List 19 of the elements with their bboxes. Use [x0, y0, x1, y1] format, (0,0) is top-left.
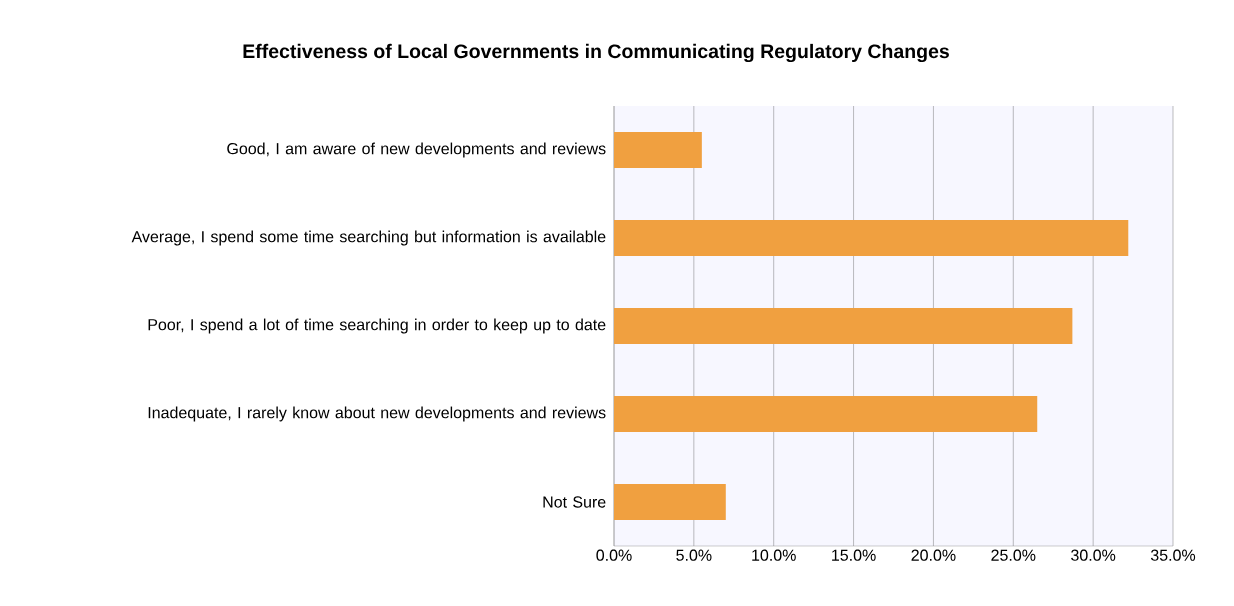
x-tick-label: 35.0%: [1150, 549, 1196, 561]
y-tick-label: Inadequate, I rarely know about new developments and reviews: [148, 406, 606, 422]
x-tick-label: 20.0%: [911, 549, 956, 561]
x-tick-label: 30.0%: [1071, 549, 1116, 561]
bar: [614, 484, 726, 521]
bar: [614, 308, 1073, 345]
bar: [614, 396, 1038, 433]
bar: [614, 132, 702, 169]
x-tick-label: 0.0%: [596, 549, 632, 561]
chart-title: Effectiveness of Local Governments in Communicating Regulatory Changes: [243, 43, 949, 63]
x-tick-label: 5.0%: [676, 549, 712, 561]
y-tick-label: Poor, I spend a lot of time searching in order to keep up to date: [148, 318, 606, 334]
x-tick-label: 25.0%: [991, 549, 1036, 561]
y-tick-label: Average, I spend some time searching but information is available: [131, 230, 606, 246]
bar: [614, 220, 1129, 257]
y-tick-label: Not Sure: [543, 496, 606, 508]
x-tick-label: 15.0%: [832, 549, 876, 561]
y-tick-label: Good, I am aware of new developments and reviews: [227, 142, 606, 158]
x-tick-label: 10.0%: [752, 549, 796, 561]
